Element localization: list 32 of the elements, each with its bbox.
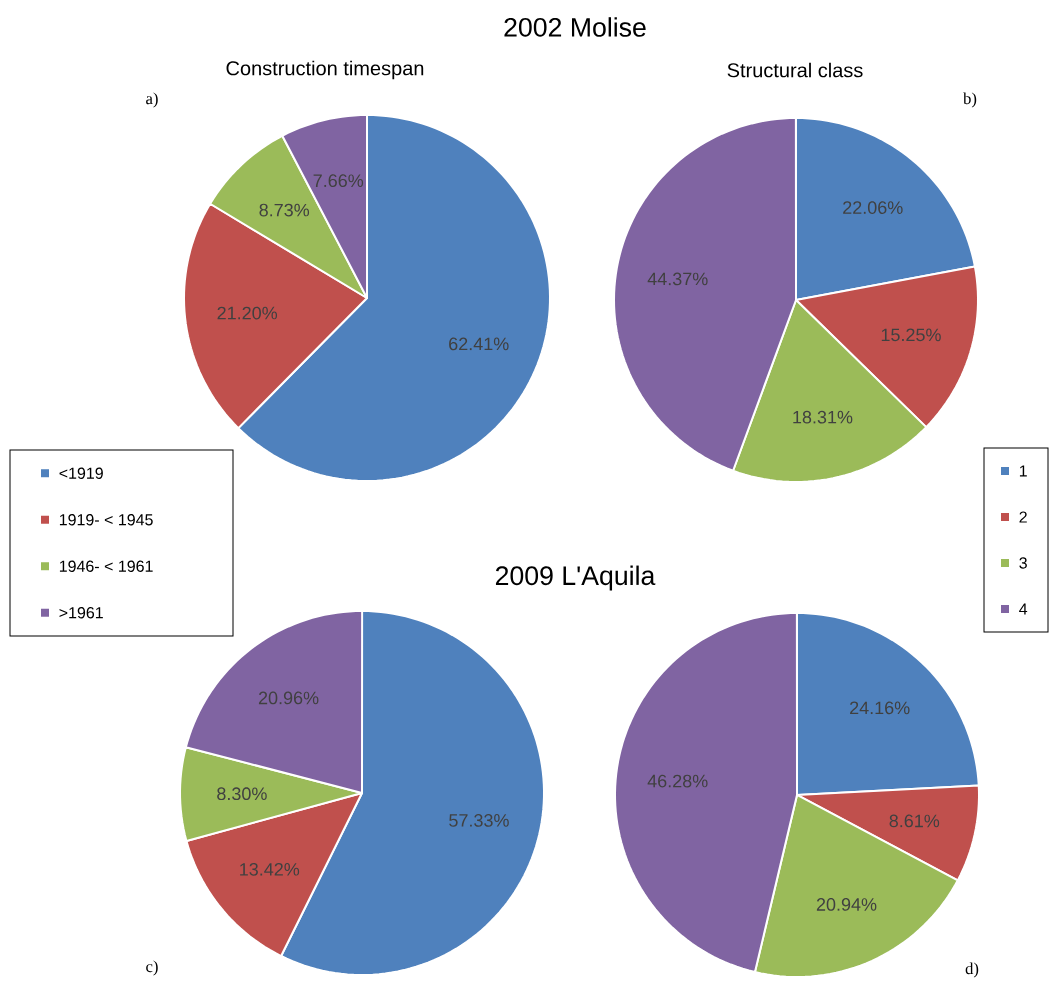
data-label: 57.33% xyxy=(449,814,509,827)
text: c) xyxy=(146,960,158,976)
data-label: 44.37% xyxy=(647,272,708,286)
data-label: 20.94% xyxy=(816,898,877,911)
data-label: 8.73% xyxy=(259,203,310,217)
data-label: 62.41% xyxy=(449,337,509,351)
data-label: 22.06% xyxy=(843,201,903,214)
chart-title: 2009 L'Aquila xyxy=(495,565,656,591)
legend-label: 1 xyxy=(1019,465,1027,477)
data-label: 8.30% xyxy=(217,787,267,801)
data-label: 24.16% xyxy=(850,701,910,715)
data-label: 46.28% xyxy=(647,774,708,788)
chart-title: 2002 Molise xyxy=(504,17,646,37)
legend-label: 1919- < 1945 xyxy=(59,514,153,526)
text: a) xyxy=(146,92,158,108)
data-label: 7.66% xyxy=(313,174,364,188)
data-label: 20.96% xyxy=(258,691,319,705)
text: b) xyxy=(963,92,977,108)
legend-label: 2 xyxy=(1019,511,1027,523)
legend-label: <1919 xyxy=(59,467,103,479)
chart-subtitle: Construction timespan xyxy=(226,60,424,80)
legend-label: 1946- < 1961 xyxy=(59,560,153,572)
data-label: 18.31% xyxy=(793,410,853,424)
data-label: 8.61% xyxy=(889,814,940,828)
data-label: 13.42% xyxy=(240,862,300,876)
chart-subtitle: Structural class xyxy=(727,62,863,78)
data-label: 15.25% xyxy=(881,328,941,342)
text: d) xyxy=(965,962,979,978)
data-label: 21.20% xyxy=(217,306,278,320)
legend-label: 3 xyxy=(1019,557,1027,569)
legend-label: 4 xyxy=(1019,603,1028,615)
legend-label: >1961 xyxy=(59,607,103,619)
